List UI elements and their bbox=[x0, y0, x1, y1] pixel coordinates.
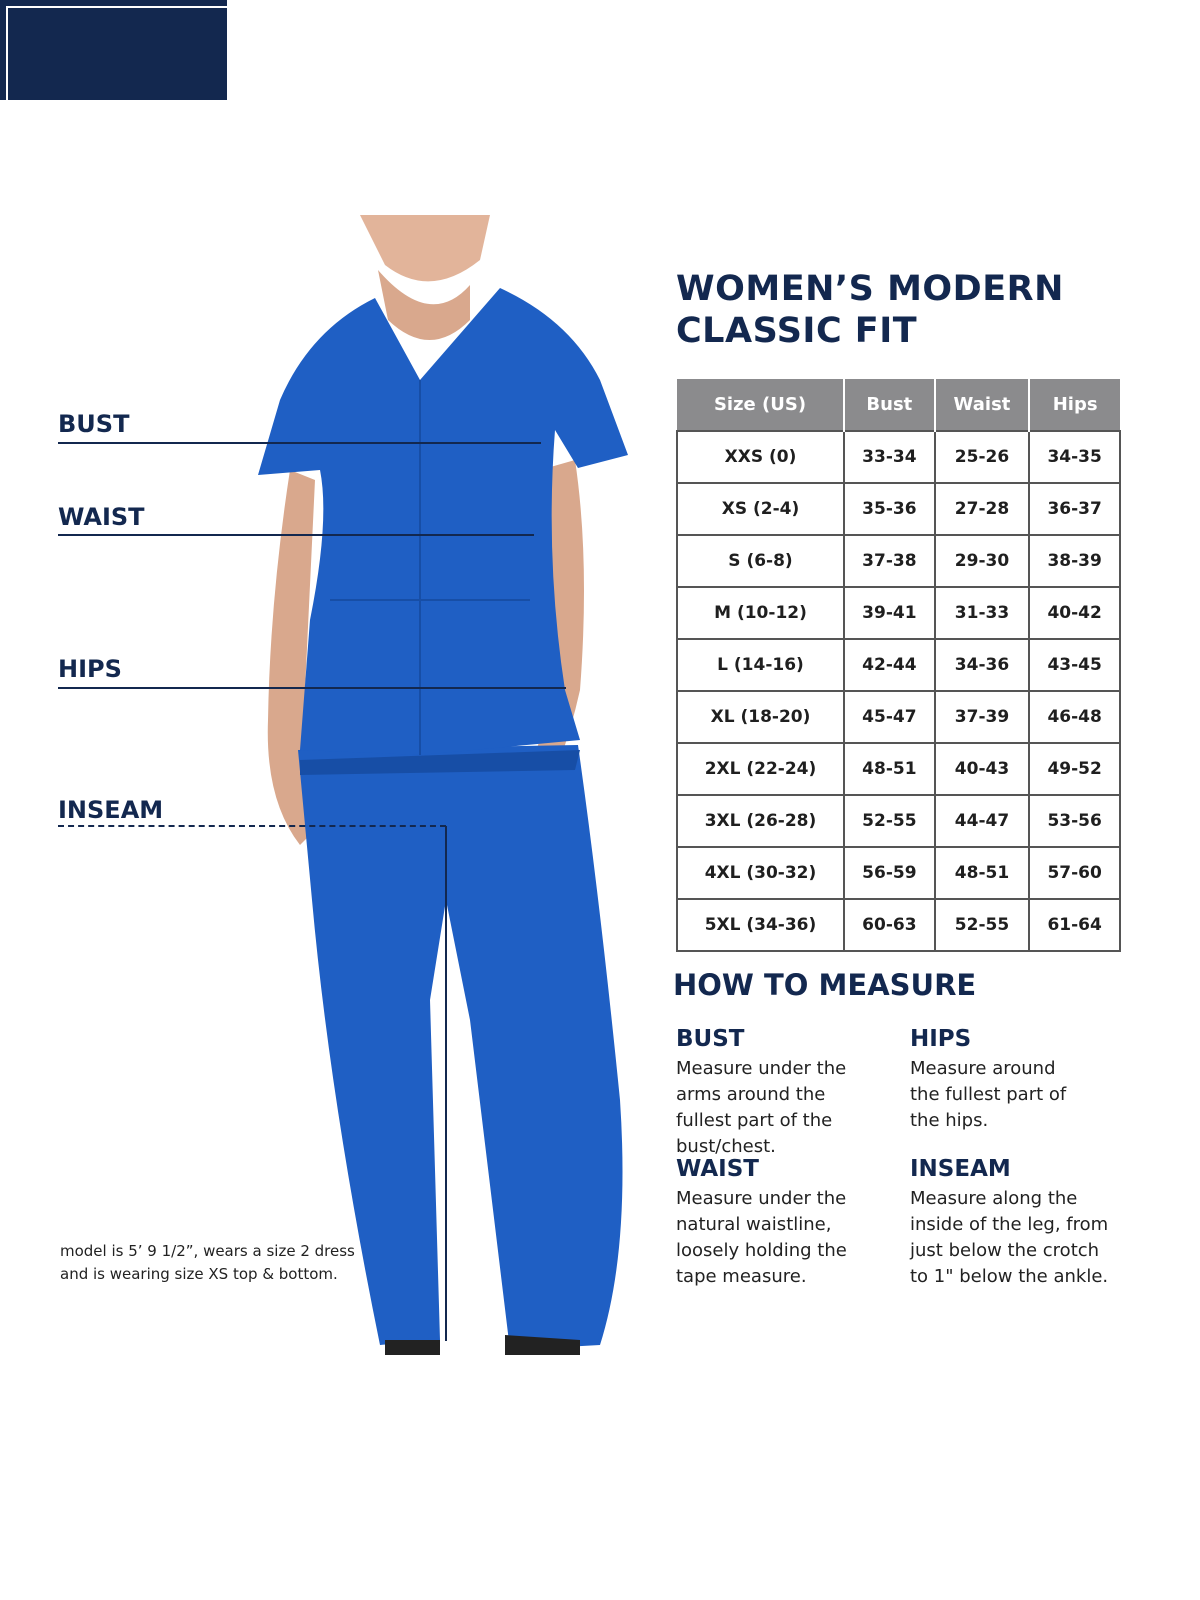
table-cell: XXS (0) bbox=[676, 430, 845, 484]
label-hips: HIPS bbox=[58, 655, 122, 683]
table-cell: 48-51 bbox=[933, 846, 1031, 900]
table-cell: 37-39 bbox=[933, 690, 1031, 744]
table-cell: M (10-12) bbox=[676, 586, 845, 640]
table-cell: 43-45 bbox=[1028, 638, 1121, 692]
waist-text: Measure under the natural waistline, loo… bbox=[676, 1188, 847, 1287]
table-cell: 40-43 bbox=[933, 742, 1031, 796]
how-to-measure-title: HOW TO MEASURE bbox=[673, 968, 977, 1002]
table-cell: 34-35 bbox=[1028, 430, 1121, 484]
table-cell: 29-30 bbox=[933, 534, 1031, 588]
hips-text: Measure around the fullest part of the h… bbox=[910, 1058, 1067, 1131]
table-cell: 52-55 bbox=[933, 898, 1031, 952]
table-cell: 46-48 bbox=[1028, 690, 1121, 744]
inseam-vertical-line bbox=[445, 826, 447, 1341]
model-note: model is 5’ 9 1/2”, wears a size 2 dress… bbox=[60, 1242, 355, 1283]
table-cell: 40-42 bbox=[1028, 586, 1121, 640]
label-inseam: INSEAM bbox=[58, 796, 164, 824]
table-row: XS (2-4) 35-36 27-28 36-37 bbox=[676, 482, 1121, 536]
table-row: XXS (0) 33-34 25-26 34-35 bbox=[676, 430, 1121, 484]
table-cell: 5XL (34-36) bbox=[676, 898, 845, 952]
table-cell: 31-33 bbox=[933, 586, 1031, 640]
inseam-line bbox=[58, 825, 446, 827]
table-row: L (14-16) 42-44 34-36 43-45 bbox=[676, 638, 1121, 692]
table-row: 3XL (26-28) 52-55 44-47 53-56 bbox=[676, 794, 1121, 848]
table-row: 5XL (34-36) 60-63 52-55 61-64 bbox=[676, 898, 1121, 952]
size-table: Size (US) Bust Waist Hips XXS (0) 33-34 25-26… bbox=[676, 379, 1121, 952]
table-cell: 4XL (30-32) bbox=[676, 846, 845, 900]
column-header: Hips bbox=[1028, 379, 1120, 431]
table-row: S (6-8) 37-38 29-30 38-39 bbox=[676, 534, 1121, 588]
table-cell: 27-28 bbox=[933, 482, 1031, 536]
hips-line bbox=[58, 687, 566, 689]
label-bust: BUST bbox=[58, 410, 130, 438]
table-cell: 37-38 bbox=[843, 534, 936, 588]
table-cell: 57-60 bbox=[1028, 846, 1121, 900]
table-row: 2XL (22-24) 48-51 40-43 49-52 bbox=[676, 742, 1121, 796]
table-cell: 25-26 bbox=[933, 430, 1031, 484]
table-cell: 33-34 bbox=[843, 430, 936, 484]
hips-heading: HIPS bbox=[910, 1026, 972, 1052]
column-header: Waist bbox=[933, 379, 1030, 431]
column-header: Bust bbox=[843, 379, 935, 431]
bust-line bbox=[58, 442, 541, 444]
table-cell: 42-44 bbox=[843, 638, 936, 692]
table-cell: 36-37 bbox=[1028, 482, 1121, 536]
label-waist: WAIST bbox=[58, 503, 145, 531]
inseam-text: Measure along the inside of the leg, fro… bbox=[910, 1188, 1109, 1287]
table-cell: 61-64 bbox=[1028, 898, 1121, 952]
table-cell: 45-47 bbox=[843, 690, 936, 744]
table-cell: XL (18-20) bbox=[676, 690, 845, 744]
waist-line bbox=[58, 534, 534, 536]
table-cell: 52-55 bbox=[843, 794, 936, 848]
table-cell: 2XL (22-24) bbox=[676, 742, 845, 796]
table-cell: 53-56 bbox=[1028, 794, 1121, 848]
table-header-row: Size (US) Bust Waist Hips bbox=[677, 379, 1120, 431]
table-cell: 49-52 bbox=[1028, 742, 1121, 796]
waist-heading: WAIST bbox=[676, 1156, 759, 1182]
inseam-heading: INSEAM bbox=[910, 1156, 1011, 1182]
page-title: WOMEN’S MODERN CLASSIC FIT bbox=[676, 269, 1064, 351]
table-row: XL (18-20) 45-47 37-39 46-48 bbox=[676, 690, 1121, 744]
table-cell: 35-36 bbox=[843, 482, 936, 536]
bust-text: Measure under the arms around the fulles… bbox=[676, 1058, 847, 1157]
table-cell: 48-51 bbox=[843, 742, 936, 796]
table-cell: 44-47 bbox=[933, 794, 1031, 848]
table-cell: 38-39 bbox=[1028, 534, 1121, 588]
table-cell: S (6-8) bbox=[676, 534, 845, 588]
table-row: M (10-12) 39-41 31-33 40-42 bbox=[676, 586, 1121, 640]
table-row: 4XL (30-32) 56-59 48-51 57-60 bbox=[676, 846, 1121, 900]
table-cell: 34-36 bbox=[933, 638, 1031, 692]
model-photo bbox=[258, 215, 628, 1355]
table-cell: 3XL (26-28) bbox=[676, 794, 845, 848]
table-cell: L (14-16) bbox=[676, 638, 845, 692]
bust-heading: BUST bbox=[676, 1026, 745, 1052]
table-cell: XS (2-4) bbox=[676, 482, 845, 536]
table-cell: 39-41 bbox=[843, 586, 936, 640]
column-header: Size (US) bbox=[677, 379, 844, 431]
table-cell: 56-59 bbox=[843, 846, 936, 900]
table-cell: 60-63 bbox=[843, 898, 936, 952]
